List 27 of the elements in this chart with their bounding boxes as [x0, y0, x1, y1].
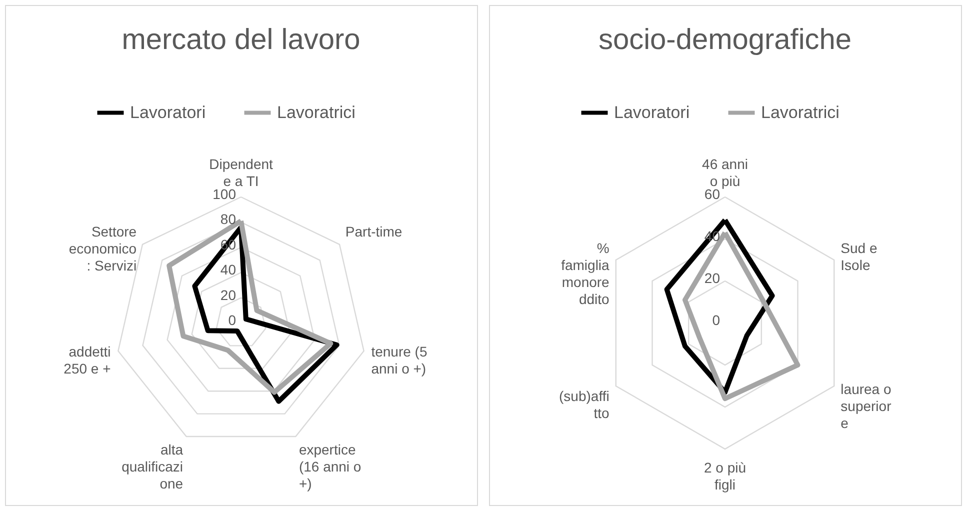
spoke-label: Sud e Isole [840, 240, 878, 274]
y-tick-label: 20 [220, 286, 236, 303]
spoke-label: Part-time [345, 224, 402, 240]
legend-label: Lavoratori [130, 102, 206, 122]
y-tick-label: 0 [712, 312, 720, 328]
y-tick-label: 40 [220, 262, 236, 278]
y-tick-label: 100 [212, 186, 236, 202]
chart-title: socio-demografiche [598, 24, 852, 56]
spoke-label: (sub)affi tto [559, 388, 610, 421]
spoke-label: 2 o più figli [704, 460, 746, 493]
spoke-label: 46 anni o più [702, 156, 748, 189]
spoke-label: Dipendent e a TI [209, 156, 274, 189]
y-tick-label: 60 [704, 186, 720, 202]
legend-label: Lavoratori [614, 102, 690, 122]
legend-label: Lavoratrici [761, 102, 840, 122]
spoke-label: tenure (5 anni o +) [371, 344, 428, 377]
y-tick-label: 20 [704, 270, 720, 286]
spoke-label: alta qualificazi one [122, 441, 184, 492]
legend-label: Lavoratrici [277, 102, 356, 122]
spoke-label: expertice (16 anni o +) [298, 441, 362, 492]
chart-title: mercato del lavoro [122, 24, 360, 56]
spoke-label: laurea o superior e [840, 380, 892, 431]
spoke-label: Settore economico : Servizi [68, 224, 137, 274]
y-tick-label: 80 [220, 211, 236, 228]
spoke-label: % famiglia monore ddito [561, 240, 610, 308]
spoke-label: addetti 250 e + [64, 344, 111, 377]
y-tick-label: 0 [228, 312, 236, 328]
